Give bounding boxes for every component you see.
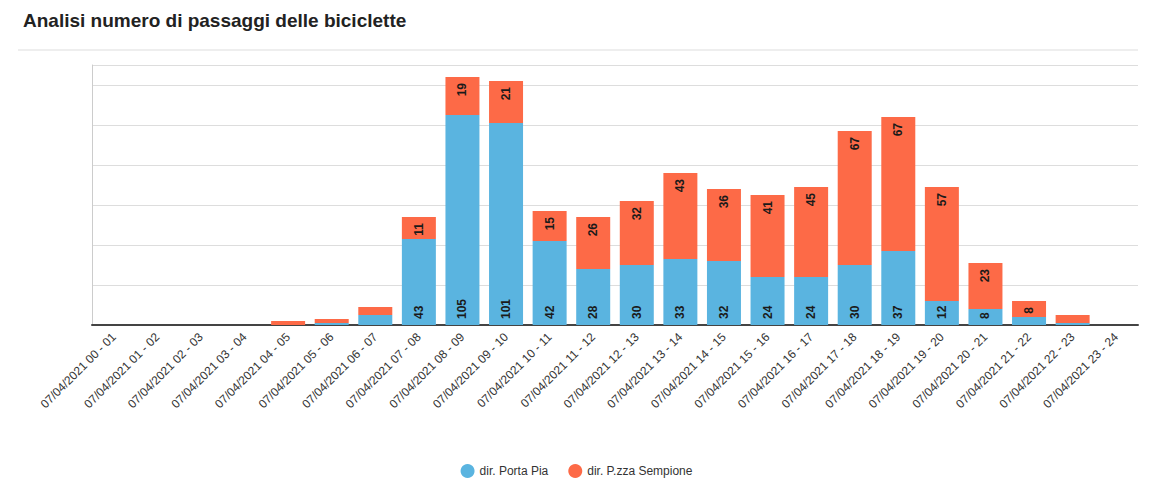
svg-text:07/04/2021 04 - 05: 07/04/2021 04 - 05 [212,330,293,411]
svg-text:24: 24 [761,305,775,319]
svg-text:21: 21 [499,87,513,101]
svg-text:105: 105 [455,299,469,319]
svg-text:28: 28 [586,305,600,319]
svg-text:67: 67 [848,137,862,151]
svg-text:07/04/2021 14 - 15: 07/04/2021 14 - 15 [648,330,729,411]
svg-text:07/04/2021 05 - 06: 07/04/2021 05 - 06 [256,330,337,411]
svg-text:07/04/2021 00 - 01: 07/04/2021 00 - 01 [38,330,119,411]
svg-text:07/04/2021 12 - 13: 07/04/2021 12 - 13 [561,330,642,411]
svg-text:07/04/2021 09 - 10: 07/04/2021 09 - 10 [430,330,511,411]
svg-text:30: 30 [848,305,862,319]
svg-text:67: 67 [891,123,905,137]
svg-text:07/04/2021 10 - 11: 07/04/2021 10 - 11 [474,330,555,411]
svg-text:dir. P.zza Sempione: dir. P.zza Sempione [587,464,693,478]
svg-text:07/04/2021 16 - 17: 07/04/2021 16 - 17 [735,330,816,411]
svg-text:45: 45 [804,193,818,207]
svg-text:07/04/2021 15 - 16: 07/04/2021 15 - 16 [691,330,772,411]
svg-text:43: 43 [412,305,426,319]
svg-text:57: 57 [935,193,949,207]
svg-text:101: 101 [499,299,513,319]
svg-text:37: 37 [891,305,905,319]
svg-text:07/04/2021 08 - 09: 07/04/2021 08 - 09 [386,330,467,411]
svg-text:07/04/2021 11 - 12: 07/04/2021 11 - 12 [518,330,599,411]
svg-text:Analisi numero di passaggi del: Analisi numero di passaggi delle bicicle… [23,10,406,31]
svg-text:43: 43 [673,179,687,193]
svg-text:19: 19 [455,83,469,97]
svg-text:07/04/2021 23 - 24: 07/04/2021 23 - 24 [1040,330,1121,411]
svg-text:36: 36 [717,195,731,209]
svg-text:33: 33 [673,305,687,319]
svg-text:32: 32 [630,207,644,221]
svg-text:15: 15 [543,217,557,231]
svg-text:dir. Porta Pia: dir. Porta Pia [480,464,549,478]
svg-text:32: 32 [717,305,731,319]
svg-text:30: 30 [630,305,644,319]
svg-text:23: 23 [978,269,992,283]
svg-text:41: 41 [761,201,775,215]
svg-text:24: 24 [804,305,818,319]
svg-text:07/04/2021 02 - 03: 07/04/2021 02 - 03 [125,330,206,411]
svg-text:07/04/2021 17 - 18: 07/04/2021 17 - 18 [779,330,860,411]
svg-text:12: 12 [935,305,949,319]
svg-text:8: 8 [978,312,992,319]
svg-text:07/04/2021 03 - 04: 07/04/2021 03 - 04 [168,330,249,411]
svg-text:8: 8 [1022,307,1036,314]
svg-text:42: 42 [543,305,557,319]
svg-text:26: 26 [586,223,600,237]
svg-text:11: 11 [412,223,426,236]
svg-text:07/04/2021 06 - 07: 07/04/2021 06 - 07 [299,330,380,411]
svg-text:07/04/2021 21 - 22: 07/04/2021 21 - 22 [953,330,1034,411]
svg-text:07/04/2021 20 - 21: 07/04/2021 20 - 21 [909,330,990,411]
svg-text:07/04/2021 01 - 02: 07/04/2021 01 - 02 [81,330,162,411]
svg-text:07/04/2021 18 - 19: 07/04/2021 18 - 19 [822,330,903,411]
svg-text:07/04/2021 19 - 20: 07/04/2021 19 - 20 [866,330,947,411]
svg-text:07/04/2021 13 - 14: 07/04/2021 13 - 14 [604,330,685,411]
svg-text:07/04/2021 07 - 08: 07/04/2021 07 - 08 [343,330,424,411]
svg-text:07/04/2021 22 - 23: 07/04/2021 22 - 23 [997,330,1078,411]
